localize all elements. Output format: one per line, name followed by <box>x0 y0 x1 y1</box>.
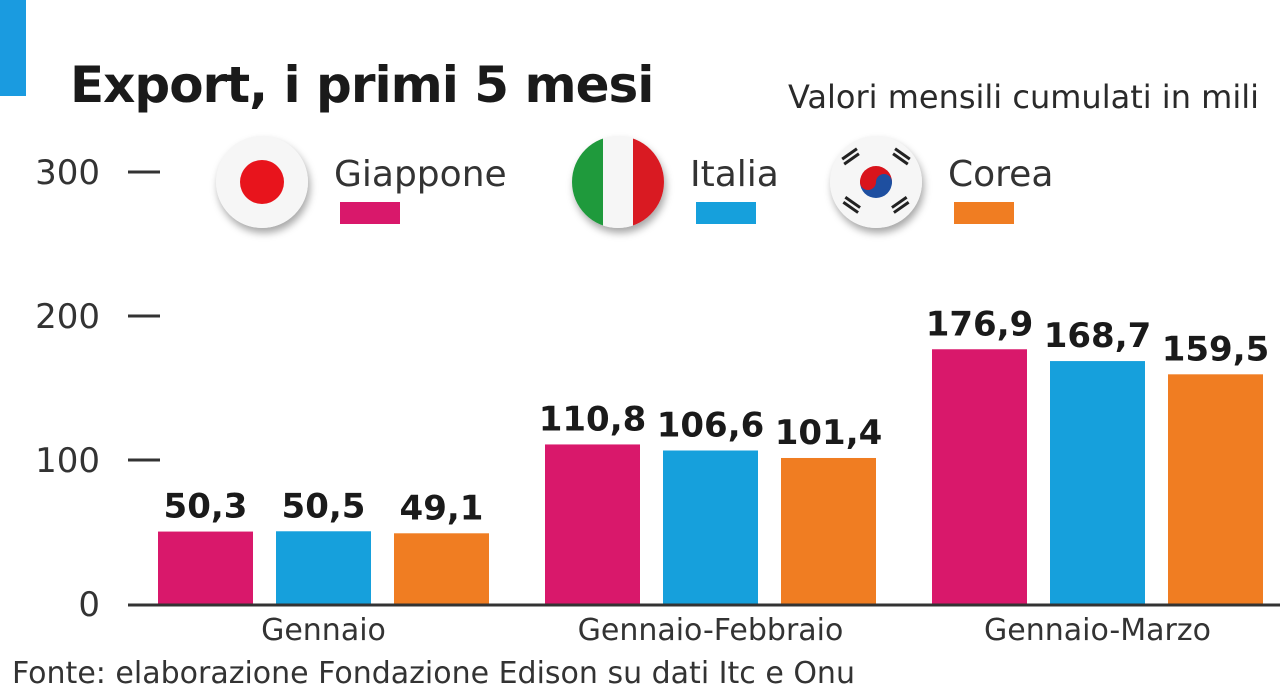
y-tick-label: 300 <box>35 153 100 193</box>
bar <box>158 531 253 604</box>
data-label: 159,5 <box>1162 329 1270 369</box>
data-label: 101,4 <box>775 413 883 453</box>
accent-bar <box>0 0 26 96</box>
x-tick-label: Gennaio <box>261 613 386 648</box>
bar <box>1050 361 1145 604</box>
legend-swatch-italia <box>696 202 756 224</box>
data-label: 106,6 <box>657 405 765 445</box>
bar <box>932 349 1027 604</box>
bar <box>394 533 489 604</box>
y-tick-label: 200 <box>35 297 100 337</box>
data-label: 50,5 <box>282 486 366 526</box>
legend-label: Italia <box>690 154 779 195</box>
bar <box>781 457 876 604</box>
x-tick-label: Gennaio-Marzo <box>984 613 1211 648</box>
bar <box>545 444 640 604</box>
korea-flag-icon <box>830 136 922 228</box>
bar <box>1168 374 1263 604</box>
legend-label: Corea <box>948 154 1054 195</box>
y-tick-label: 0 <box>78 585 100 625</box>
y-tick-label: 100 <box>35 441 100 481</box>
legend-swatch-corea <box>954 202 1014 224</box>
data-label: 176,9 <box>926 304 1034 344</box>
chart-subtitle: Valori mensili cumulati in mili <box>788 78 1259 116</box>
x-tick-label: Gennaio-Febbraio <box>578 613 844 648</box>
legend-label: Giappone <box>334 154 507 195</box>
japan-flag-icon <box>216 136 308 228</box>
data-label: 50,3 <box>164 487 248 527</box>
data-label: 49,1 <box>400 488 484 528</box>
data-label: 110,8 <box>539 399 647 439</box>
bar <box>663 450 758 604</box>
bar <box>276 531 371 604</box>
legend-swatch-giappone <box>340 202 400 224</box>
data-label: 168,7 <box>1044 316 1152 356</box>
chart-title: Export, i primi 5 mesi <box>70 56 654 114</box>
source-note: Fonte: elaborazione Fondazione Edison su… <box>12 656 855 691</box>
